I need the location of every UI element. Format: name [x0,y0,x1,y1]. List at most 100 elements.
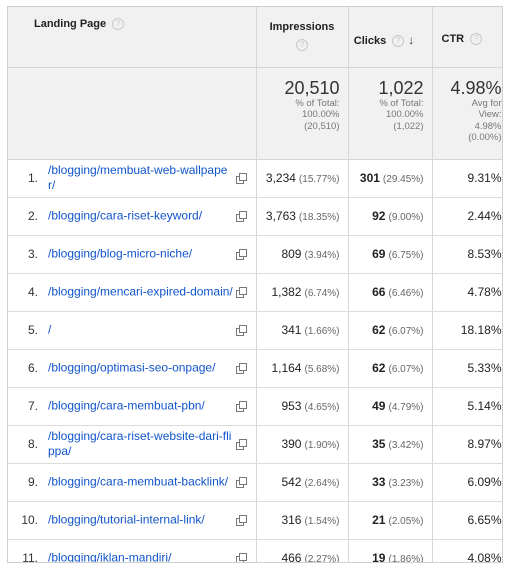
open-in-new-window-icon[interactable] [236,287,247,298]
row-number: 5. [27,323,38,337]
table-row: 1./blogging/membuat-web-wallpaper/3,234(… [8,159,502,198]
help-icon[interactable]: ? [112,18,125,31]
landing-page-cell: 6. /blogging/optimasi-seo-onpage/ [8,349,257,388]
clicks-percent: (29.45%) [382,174,424,185]
impressions-percent: (2.64%) [304,478,340,489]
landing-page-cell: 2. /blogging/cara-riset-keyword/ [8,197,257,236]
impressions-cell: 466 (2.27%) [256,539,349,562]
impressions-cell: 809 (3.94%) [256,235,349,274]
impressions-total: 20,510 [284,77,340,98]
impressions-value: 809 [281,247,302,261]
clicks-cell: 92 (9.00%) [348,197,433,236]
landing-page-cell: 7. /blogging/cara-membuat-pbn/ [8,387,257,426]
ctr-value: 18.18% [460,323,502,337]
header-row: Landing Page? Impressions ? Clicks? ↓ CTR… [8,7,502,68]
open-in-new-window-icon[interactable] [236,249,247,260]
clicks-cell: 62 (6.07%) [348,311,433,350]
clicks-total-note: (1,022) [393,120,424,132]
landing-page-link[interactable]: /blogging/iklan-mandiri/ [48,550,172,563]
ctr-cell: 6.65% [432,501,502,540]
table-row: 10./blogging/tutorial-internal-link/316(… [8,501,502,540]
row-number: 9. [27,475,38,489]
impressions-header-label: Impressions [269,21,335,33]
ctr-cell: 2.44% [432,197,502,236]
landing-page-cell: 4. /blogging/mencari-expired-domain/ [8,273,257,312]
row-number: 1. [27,171,38,185]
landing-page-link[interactable]: /blogging/membuat-web-wallpaper/ [48,163,228,192]
impressions-percent: (5.68%) [304,364,340,375]
impressions-cell: 1,164 (5.68%) [256,349,349,388]
landing-page-cell: 3. /blogging/blog-micro-niche/ [8,235,257,274]
landing-page-header[interactable]: Landing Page? [8,7,257,68]
landing-page-cell: 1. /blogging/membuat-web-wallpaper/ [8,159,257,198]
open-in-new-window-icon[interactable] [236,515,247,526]
landing-page-link[interactable]: /blogging/cara-riset-website-dari-flippa… [48,429,232,458]
impressions-cell: 1,382 (6.74%) [256,273,349,312]
clicks-total: 1,022 [378,77,424,98]
impressions-percent: (1.54%) [304,516,340,527]
ctr-total-note: Avg for [471,97,502,109]
open-in-new-window-icon[interactable] [236,173,247,184]
clicks-header-label: Clicks [353,35,387,47]
sort-descending-icon[interactable]: ↓ [408,33,415,47]
open-in-new-window-icon[interactable] [236,553,247,562]
open-in-new-window-icon[interactable] [236,211,247,222]
landing-page-cell: 5. / [8,311,257,350]
impressions-percent: (18.35%) [298,212,340,223]
landing-page-link[interactable]: /blogging/cara-membuat-backlink/ [48,474,229,489]
open-in-new-window-icon[interactable] [236,477,247,488]
impressions-header[interactable]: Impressions ? [256,7,349,68]
table-row: 8. /blogging/cara-riset-website-dari-flip… [8,425,502,464]
landing-page-link[interactable]: /blogging/cara-membuat-pbn/ [48,398,205,413]
open-in-new-window-icon[interactable] [236,401,247,412]
ctr-cell: 6.09% [432,463,502,502]
landing-page-cell: 9. /blogging/cara-membuat-backlink/ [8,463,257,502]
landing-page-header-label: Landing Page [34,18,107,30]
landing-page-link[interactable]: /blogging/optimasi-seo-onpage/ [48,360,216,375]
impressions-total-note: 100.00% [301,109,340,120]
clicks-percent: (2.05%) [388,516,424,527]
landing-page-link[interactable]: /blogging/tutorial-internal-link/ [48,512,205,527]
clicks-value: 62 [372,361,386,375]
impressions-percent: (6.74%) [304,288,340,299]
impressions-value: 341 [281,323,302,337]
landing-page-cell: 10. /blogging/tutorial-internal-link/ [8,501,257,540]
open-in-new-window-icon[interactable] [236,325,247,336]
clicks-percent: (4.79%) [388,402,424,413]
help-icon[interactable]: ? [470,33,483,46]
ctr-value: 9.31% [467,171,502,185]
clicks-value: 301 [359,171,380,185]
impressions-value: 390 [281,437,302,451]
table-row: 7./blogging/cara-membuat-pbn/953 (4.65%) 4… [8,387,502,426]
landing-page-cell: 8. /blogging/cara-riset-website-dari-flip… [8,425,257,464]
row-number: 6. [27,361,38,375]
clicks-value: 62 [372,323,386,337]
help-icon[interactable]: ? [296,39,308,52]
landing-page-link[interactable]: / [48,322,52,337]
ctr-cell: 8.53% [432,235,502,274]
open-in-new-window-icon[interactable] [236,439,247,450]
impressions-value: 953 [281,399,302,413]
clicks-value: 33 [372,475,386,489]
landing-page-link[interactable]: /blogging/blog-micro-niche/ [48,246,193,261]
clicks-cell: 19 (1.86%) [348,539,433,563]
impressions-total-note: (20,510) [304,120,340,132]
ctr-value: 4.78% [467,285,502,299]
landing-page-link[interactable]: /blogging/cara-riset-keyword/ [48,208,203,223]
open-in-new-window-icon[interactable] [236,363,247,374]
clicks-total-note: 100.00% [385,109,424,120]
ctr-total-note: (0.00%) [468,132,502,143]
landing-page-cell: 11. /blogging/iklan-mandiri/ [8,539,257,563]
ctr-cell: 9.31% [432,159,502,198]
table-row: 9. /blogging/cara-membuat-backlink/542 (2.… [8,463,502,502]
ctr-header[interactable]: CTR? [432,7,502,68]
landing-page-link[interactable]: /blogging/mencari-expired-domain/ [48,284,233,299]
clicks-cell: 301 (29.45%) [348,159,433,198]
table-row: 3./blogging/blog-micro-niche/809 (3.94%) 6… [8,235,502,274]
row-number: 4. [27,285,38,299]
clicks-header[interactable]: Clicks? ↓ [348,7,433,68]
clicks-value: 19 [372,551,386,563]
clicks-percent: (1.86%) [388,554,424,563]
help-icon[interactable]: ? [392,35,405,48]
ctr-cell: 5.14% [432,387,502,426]
